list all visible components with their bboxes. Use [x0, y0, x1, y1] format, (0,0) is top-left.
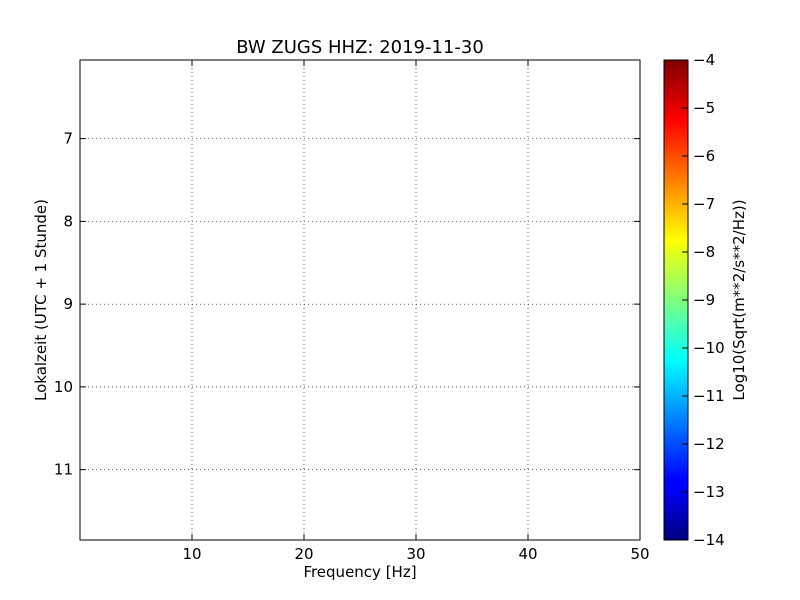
chart-title: BW ZUGS HHZ: 2019-11-30: [236, 37, 484, 58]
